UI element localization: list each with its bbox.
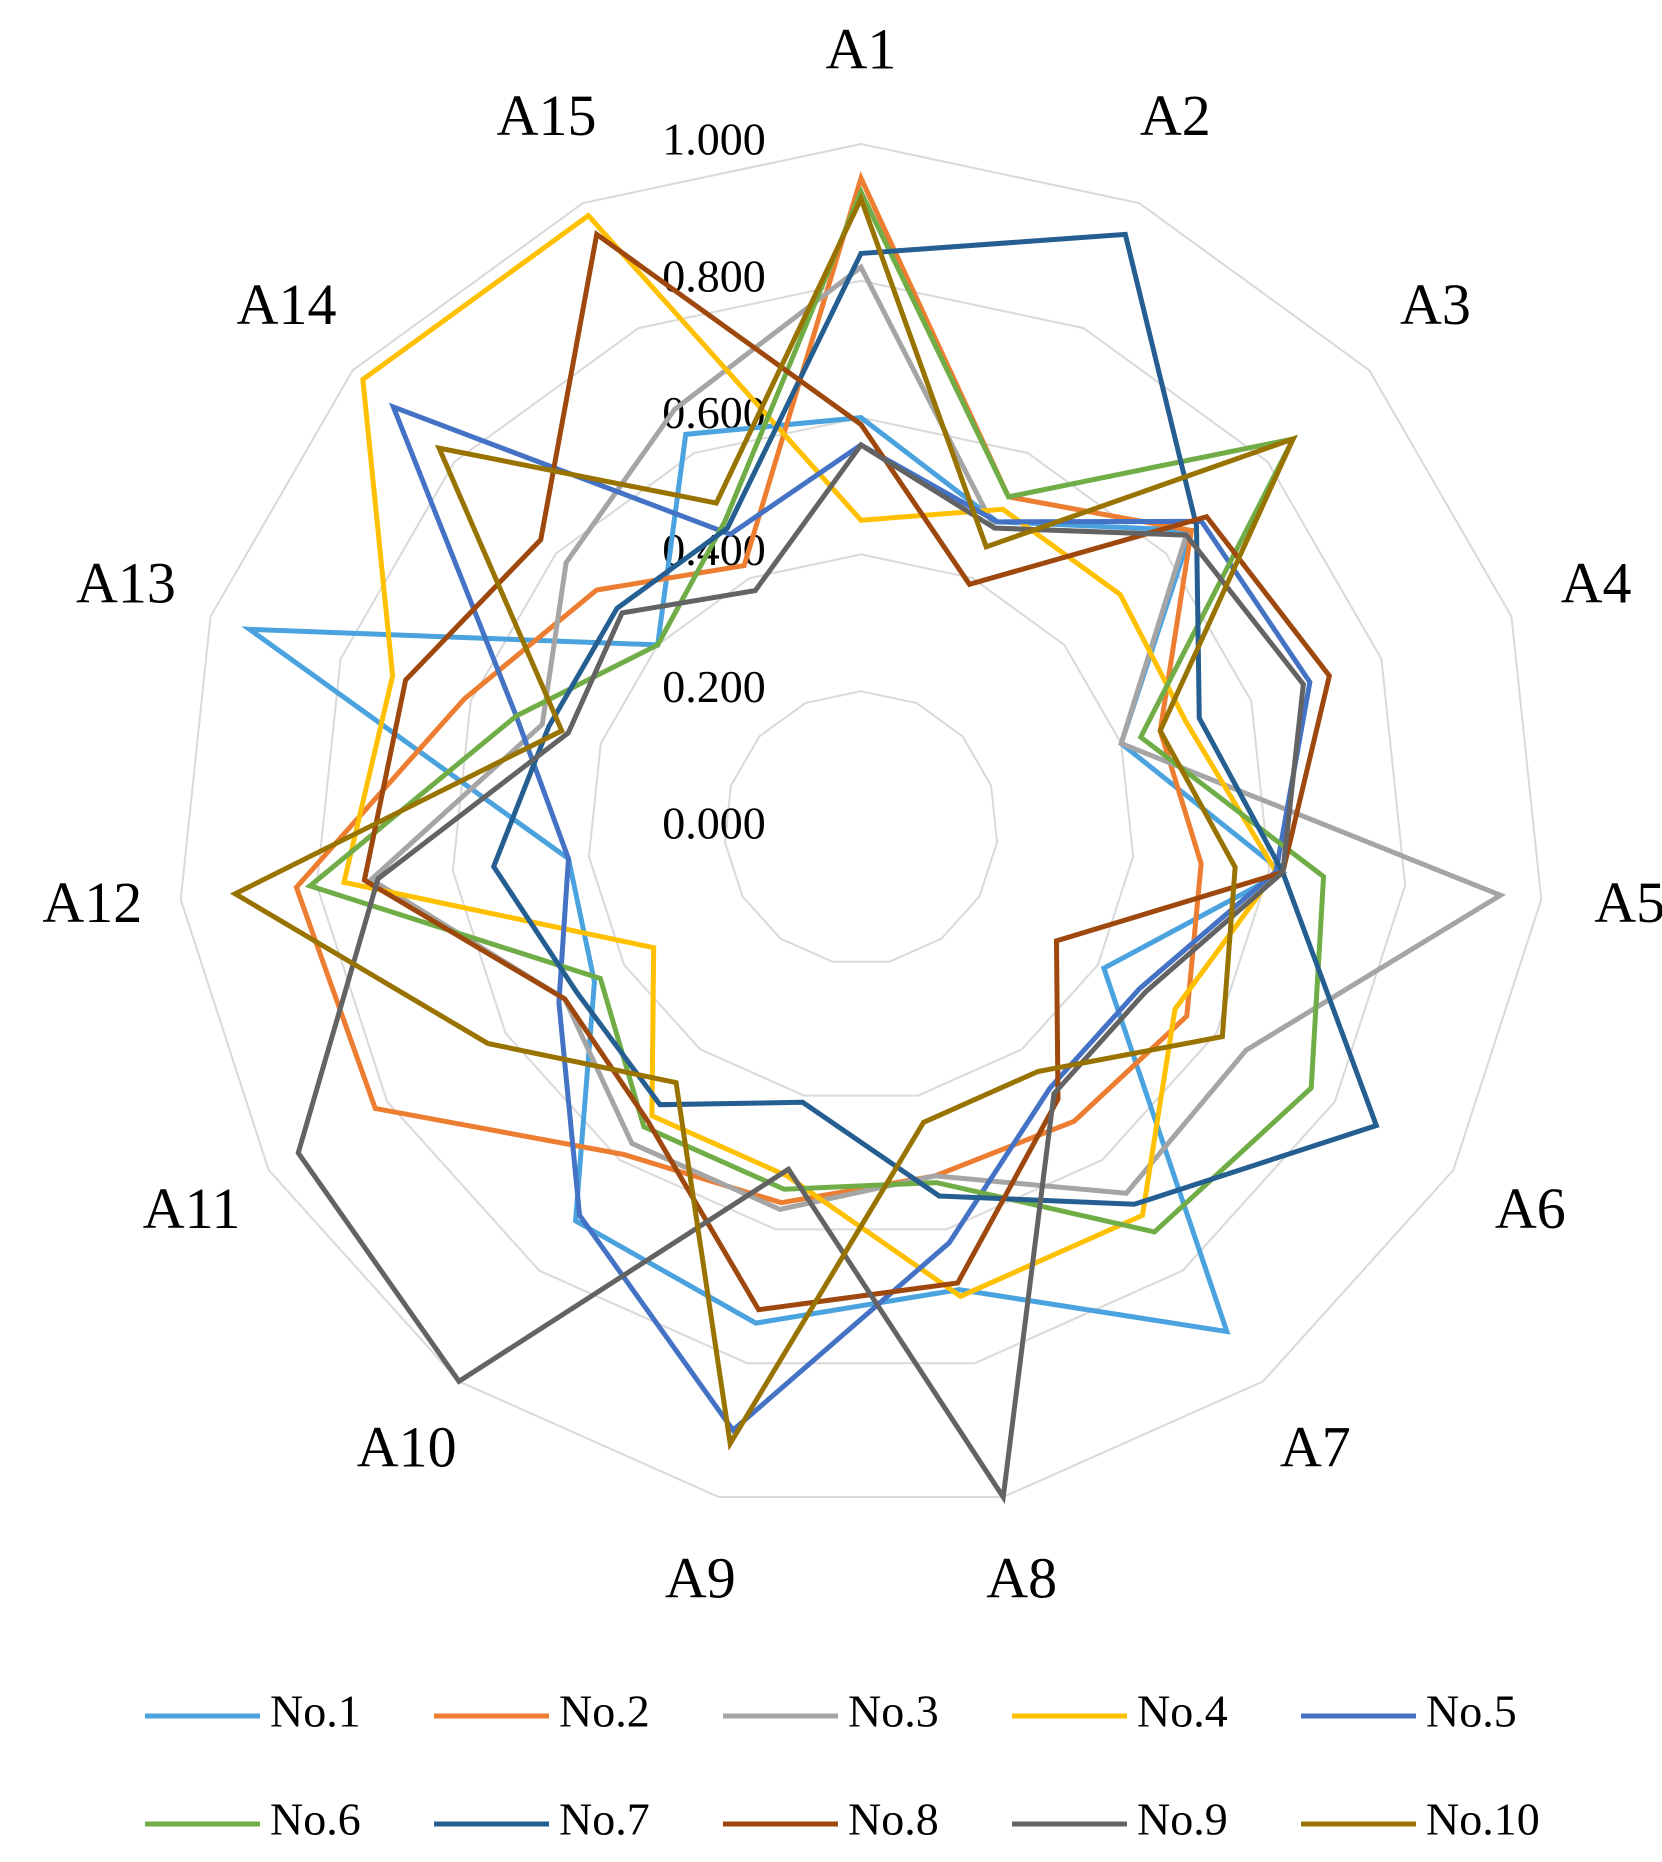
axis-label: A9	[665, 1545, 736, 1610]
legend-label: No.5	[1426, 1686, 1517, 1737]
axis-label: A8	[986, 1545, 1057, 1610]
series-line	[304, 185, 1327, 1235]
axis-label: A10	[357, 1415, 457, 1480]
axis-label: A15	[497, 83, 597, 148]
tick-label: 0.000	[662, 798, 766, 849]
axis-label: A3	[1400, 272, 1471, 337]
grid-line	[315, 279, 1407, 1365]
legend-label: No.6	[270, 1794, 361, 1845]
axis-label: A7	[1280, 1415, 1351, 1480]
series-line	[293, 171, 1204, 1206]
axis-label: A2	[1140, 83, 1211, 148]
series-line	[490, 231, 1380, 1207]
grid-line	[451, 416, 1271, 1231]
legend-label: No.2	[559, 1686, 650, 1737]
grid-line	[723, 690, 999, 963]
tick-label: 1.000	[662, 114, 766, 165]
axis-label: A13	[76, 550, 176, 615]
grid-line	[179, 142, 1543, 1499]
axis-label: A4	[1561, 550, 1632, 615]
series-line	[361, 230, 1333, 1313]
series-line	[388, 402, 1313, 1434]
axis-label: A11	[143, 1176, 241, 1241]
tick-label: 0.200	[662, 661, 766, 712]
axis-label: A1	[826, 16, 897, 81]
legend-label: No.1	[270, 1686, 361, 1737]
axis-label: A5	[1594, 870, 1662, 935]
legend-label: No.8	[848, 1794, 939, 1845]
series-line	[295, 441, 1306, 1505]
legend-label: No.4	[1137, 1686, 1228, 1737]
legend-label: No.3	[848, 1686, 939, 1737]
axis-label: A6	[1495, 1176, 1566, 1241]
grid-line	[587, 553, 1135, 1097]
axis-label: A12	[42, 870, 142, 935]
series-line	[340, 212, 1279, 1300]
series-line	[367, 263, 1507, 1212]
legend-label: No.9	[1137, 1794, 1228, 1845]
axis-label: A14	[237, 272, 337, 337]
legend-label: No.10	[1426, 1794, 1540, 1845]
legend-label: No.7	[559, 1794, 650, 1845]
series-line	[229, 192, 1298, 1451]
